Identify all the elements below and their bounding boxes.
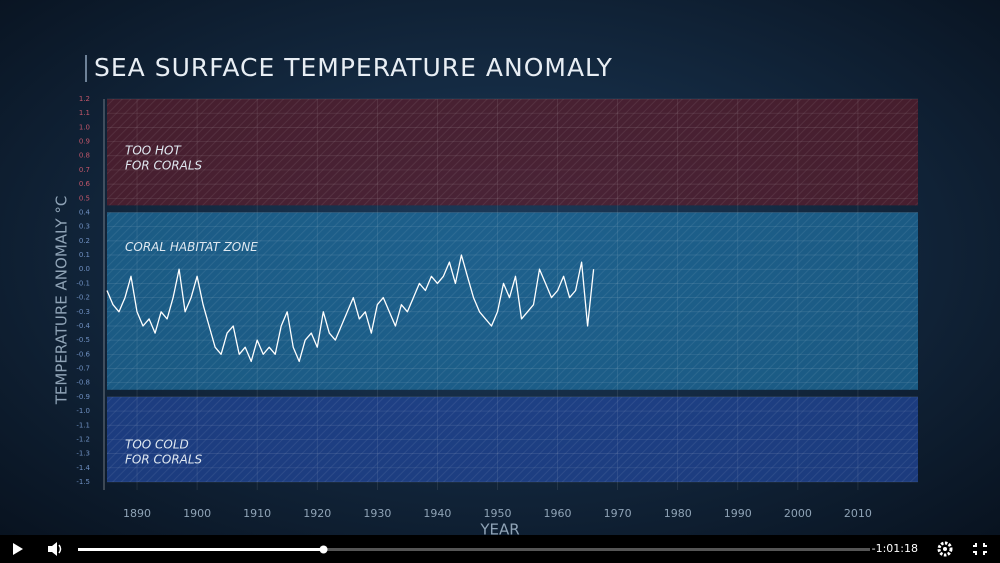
y-tick-label: 0.5 <box>79 194 90 202</box>
y-tick-label: -0.6 <box>76 350 90 358</box>
x-tick-label: 1960 <box>544 507 572 520</box>
y-tick-label: 0.6 <box>79 180 91 188</box>
time-remaining: -1:01:18 <box>872 542 918 555</box>
y-tick-label: -0.5 <box>76 336 90 344</box>
x-tick-label: 1990 <box>724 507 752 520</box>
x-tick-label: 1970 <box>604 507 632 520</box>
y-tick-label: -0.8 <box>76 379 90 387</box>
y-tick-label: 0.4 <box>79 208 91 216</box>
x-tick-label: 1920 <box>303 507 331 520</box>
data-line <box>106 254 595 363</box>
x-tick-label: 1910 <box>243 507 271 520</box>
y-tick-label: 0.0 <box>79 265 90 273</box>
y-tick-label: -1.4 <box>76 464 90 472</box>
fullscreen-button[interactable] <box>973 543 987 555</box>
play-button[interactable] <box>13 543 23 555</box>
y-tick-label: -1.3 <box>76 450 90 458</box>
zone-label: FOR CORALS <box>125 159 203 173</box>
y-tick-label: 0.2 <box>79 237 90 245</box>
y-tick-label: 1.0 <box>79 123 90 131</box>
y-tick-label: -1.5 <box>76 478 90 486</box>
y-tick-label: 0.9 <box>79 138 90 146</box>
zone-hatch <box>107 396 918 482</box>
y-tick-label: 1.2 <box>79 95 90 103</box>
y-tick-label: 0.7 <box>79 166 90 174</box>
y-tick-label: -1.0 <box>76 407 90 415</box>
y-tick-label: -0.4 <box>76 322 90 330</box>
x-tick-label: 1980 <box>664 507 692 520</box>
y-tick-label: 0.8 <box>79 152 90 160</box>
chart-title: SEA SURFACE TEMPERATURE ANOMALY <box>94 53 613 82</box>
x-tick-label: 1900 <box>183 507 211 520</box>
y-tick-label: -0.2 <box>76 294 90 302</box>
x-tick-label: 1890 <box>123 507 151 520</box>
x-axis-label: YEAR <box>479 521 519 539</box>
zone-hatch <box>107 212 918 390</box>
y-tick-label: -0.1 <box>76 279 90 287</box>
zone-label: TOO COLD <box>125 437 189 451</box>
x-tick-label: 1940 <box>423 507 451 520</box>
x-tick-label: 1950 <box>483 507 511 520</box>
progress-handle <box>319 545 328 554</box>
zone-hatch <box>107 99 918 206</box>
progress-track[interactable] <box>78 548 870 551</box>
x-tick-label: 2010 <box>844 507 872 520</box>
y-tick-label: -0.7 <box>76 365 90 373</box>
progress-played <box>78 548 324 551</box>
y-tick-label: -1.1 <box>76 421 90 429</box>
y-axis-label: TEMPERATURE ANOMALY °C <box>53 196 71 406</box>
zone-label: CORAL HABITAT ZONE <box>125 240 258 254</box>
zone-label: TOO HOT <box>125 144 183 158</box>
player <box>78 545 328 554</box>
x-tick-label: 1930 <box>363 507 391 520</box>
y-tick-label: 1.1 <box>79 109 90 117</box>
volume-button[interactable] <box>48 542 62 556</box>
x-tick-label: 2000 <box>784 507 812 520</box>
zone-label: FOR CORALS <box>125 452 203 466</box>
y-tick-label: -1.2 <box>76 435 90 443</box>
y-tick-label: -0.3 <box>76 308 90 316</box>
y-tick-label: -0.9 <box>76 393 90 401</box>
y-tick-label: 0.1 <box>79 251 90 259</box>
settings-button[interactable] <box>937 541 953 557</box>
y-tick-label: 0.3 <box>79 223 90 231</box>
